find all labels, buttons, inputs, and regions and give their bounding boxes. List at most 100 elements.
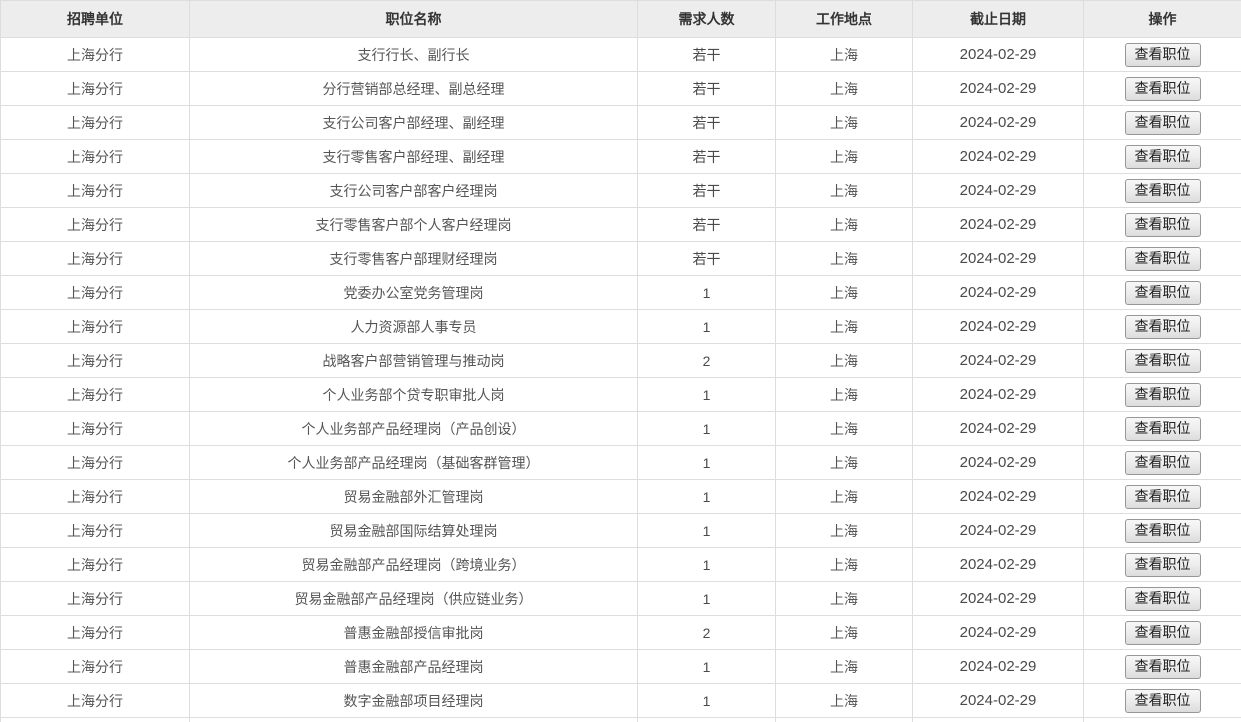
view-position-button[interactable]: 查看职位 [1124, 586, 1201, 611]
cell-deadline: 2024-02-29 [912, 411, 1084, 446]
cell-action: 查看职位 [1083, 445, 1241, 480]
cell-work-location: 上海 [775, 683, 913, 718]
view-position-button[interactable]: 查看职位 [1124, 144, 1201, 169]
cell-work-location: 上海 [775, 309, 913, 344]
cell-recruiting-unit: 上海分行 [0, 615, 190, 650]
cell-work-location: 上海 [775, 411, 913, 446]
cell-work-location: 上海 [775, 105, 913, 140]
cell-headcount: 若干 [637, 173, 776, 208]
cell-position-name: 普惠金融部授信审批岗 [189, 615, 638, 650]
cell-position-name: 贸易金融部产品经理岗（供应链业务） [189, 581, 638, 616]
view-position-button[interactable]: 查看职位 [1124, 450, 1201, 475]
table-row: 上海分行 个人业务部个贷专职审批人岗 1 上海 2024-02-29 查看职位 [0, 377, 1241, 412]
cell-headcount: 若干 [637, 207, 776, 242]
table-row: 上海分行 党委办公室党务管理岗 1 上海 2024-02-29 查看职位 [0, 275, 1241, 310]
cell-recruiting-unit: 上海分行 [0, 513, 190, 548]
table-row: 上海分行 支行公司客户部客户经理岗 若干 上海 2024-02-29 查看职位 [0, 173, 1241, 208]
cell-headcount: 若干 [637, 37, 776, 72]
cell-deadline: 2024-02-29 [912, 513, 1084, 548]
cell-headcount: 2 [637, 343, 776, 378]
cell-deadline: 2024-02-29 [912, 615, 1084, 650]
cell-deadline: 2024-02-29 [912, 377, 1084, 412]
cell-deadline: 2024-02-29 [912, 71, 1084, 106]
cell-position-name: 战略客户部营销管理与推动岗 [189, 343, 638, 378]
view-position-button[interactable]: 查看职位 [1124, 76, 1201, 101]
table-row: 上海分行 贸易金融部产品经理岗（跨境业务） 1 上海 2024-02-29 查看… [0, 547, 1241, 582]
cell-headcount: 若干 [637, 105, 776, 140]
cell-recruiting-unit: 上海分行 [0, 445, 190, 480]
cell-deadline: 2024-02-29 [912, 683, 1084, 718]
cell-action: 查看职位 [1083, 479, 1241, 514]
cell-headcount: 1 [637, 377, 776, 412]
table-row: 上海分行 普惠金融部产品经理岗 1 上海 2024-02-29 查看职位 [0, 649, 1241, 684]
view-position-button[interactable]: 查看职位 [1124, 110, 1201, 135]
cell-position-name: 个人业务部产品经理岗（基础客群管理） [189, 445, 638, 480]
column-header-location: 工作地点 [775, 0, 913, 38]
column-header-deadline: 截止日期 [912, 0, 1084, 38]
view-position-button[interactable]: 查看职位 [1124, 212, 1201, 237]
cell-work-location: 上海 [775, 615, 913, 650]
cell-headcount [637, 717, 776, 722]
cell-action: 查看职位 [1083, 173, 1241, 208]
table-row: 上海分行 贸易金融部国际结算处理岗 1 上海 2024-02-29 查看职位 [0, 513, 1241, 548]
cell-headcount: 1 [637, 445, 776, 480]
cell-position-name: 普惠金融部产品经理岗 [189, 649, 638, 684]
cell-action: 查看职位 [1083, 581, 1241, 616]
cell-headcount: 2 [637, 615, 776, 650]
view-position-button[interactable]: 查看职位 [1124, 688, 1201, 713]
cell-action: 查看职位 [1083, 241, 1241, 276]
table-row: 上海分行 支行零售客户部理财经理岗 若干 上海 2024-02-29 查看职位 [0, 241, 1241, 276]
cell-work-location [775, 717, 913, 722]
cell-headcount: 1 [637, 275, 776, 310]
cell-work-location: 上海 [775, 479, 913, 514]
cell-action: 查看职位 [1083, 105, 1241, 140]
cell-recruiting-unit: 上海分行 [0, 581, 190, 616]
table-header: 招聘单位 职位名称 需求人数 工作地点 截止日期 操作 [0, 0, 1241, 38]
cell-headcount: 1 [637, 309, 776, 344]
column-header-position: 职位名称 [189, 0, 638, 38]
view-position-button[interactable]: 查看职位 [1124, 654, 1201, 679]
view-position-button[interactable]: 查看职位 [1124, 348, 1201, 373]
cell-action: 查看职位 [1083, 207, 1241, 242]
cell-work-location: 上海 [775, 207, 913, 242]
cell-action: 查看职位 [1083, 377, 1241, 412]
cell-recruiting-unit: 上海分行 [0, 309, 190, 344]
view-position-button[interactable]: 查看职位 [1124, 178, 1201, 203]
cell-position-name: 数字金融部项目经理岗 [189, 683, 638, 718]
view-position-button[interactable]: 查看职位 [1124, 246, 1201, 271]
view-position-button[interactable]: 查看职位 [1124, 552, 1201, 577]
cell-headcount: 1 [637, 581, 776, 616]
cell-action: 查看职位 [1083, 717, 1241, 722]
cell-recruiting-unit: 上海分行 [0, 411, 190, 446]
view-position-button[interactable]: 查看职位 [1124, 620, 1201, 645]
cell-work-location: 上海 [775, 275, 913, 310]
cell-position-name [189, 717, 638, 722]
table-row: 上海分行 贸易金融部外汇管理岗 1 上海 2024-02-29 查看职位 [0, 479, 1241, 514]
cell-recruiting-unit: 上海分行 [0, 683, 190, 718]
cell-headcount: 若干 [637, 71, 776, 106]
cell-position-name: 贸易金融部产品经理岗（跨境业务） [189, 547, 638, 582]
cell-deadline: 2024-02-29 [912, 581, 1084, 616]
cell-recruiting-unit: 上海分行 [0, 479, 190, 514]
cell-deadline: 2024-02-29 [912, 343, 1084, 378]
view-position-button[interactable]: 查看职位 [1124, 416, 1201, 441]
view-position-button[interactable]: 查看职位 [1124, 280, 1201, 305]
view-position-button[interactable]: 查看职位 [1124, 382, 1201, 407]
cell-recruiting-unit: 上海分行 [0, 105, 190, 140]
view-position-button[interactable]: 查看职位 [1124, 314, 1201, 339]
cell-deadline: 2024-02-29 [912, 275, 1084, 310]
cell-recruiting-unit: 上海分行 [0, 377, 190, 412]
cell-deadline: 2024-02-29 [912, 309, 1084, 344]
cell-recruiting-unit: 上海分行 [0, 37, 190, 72]
view-position-button[interactable]: 查看职位 [1124, 484, 1201, 509]
cell-recruiting-unit: 上海分行 [0, 275, 190, 310]
view-position-button[interactable]: 查看职位 [1124, 42, 1201, 67]
table-row: 上海分行 支行行长、副行长 若干 上海 2024-02-29 查看职位 [0, 37, 1241, 72]
cell-work-location: 上海 [775, 343, 913, 378]
cell-position-name: 人力资源部人事专员 [189, 309, 638, 344]
cell-position-name: 支行公司客户部客户经理岗 [189, 173, 638, 208]
cell-recruiting-unit: 上海分行 [0, 241, 190, 276]
view-position-button[interactable]: 查看职位 [1124, 518, 1201, 543]
